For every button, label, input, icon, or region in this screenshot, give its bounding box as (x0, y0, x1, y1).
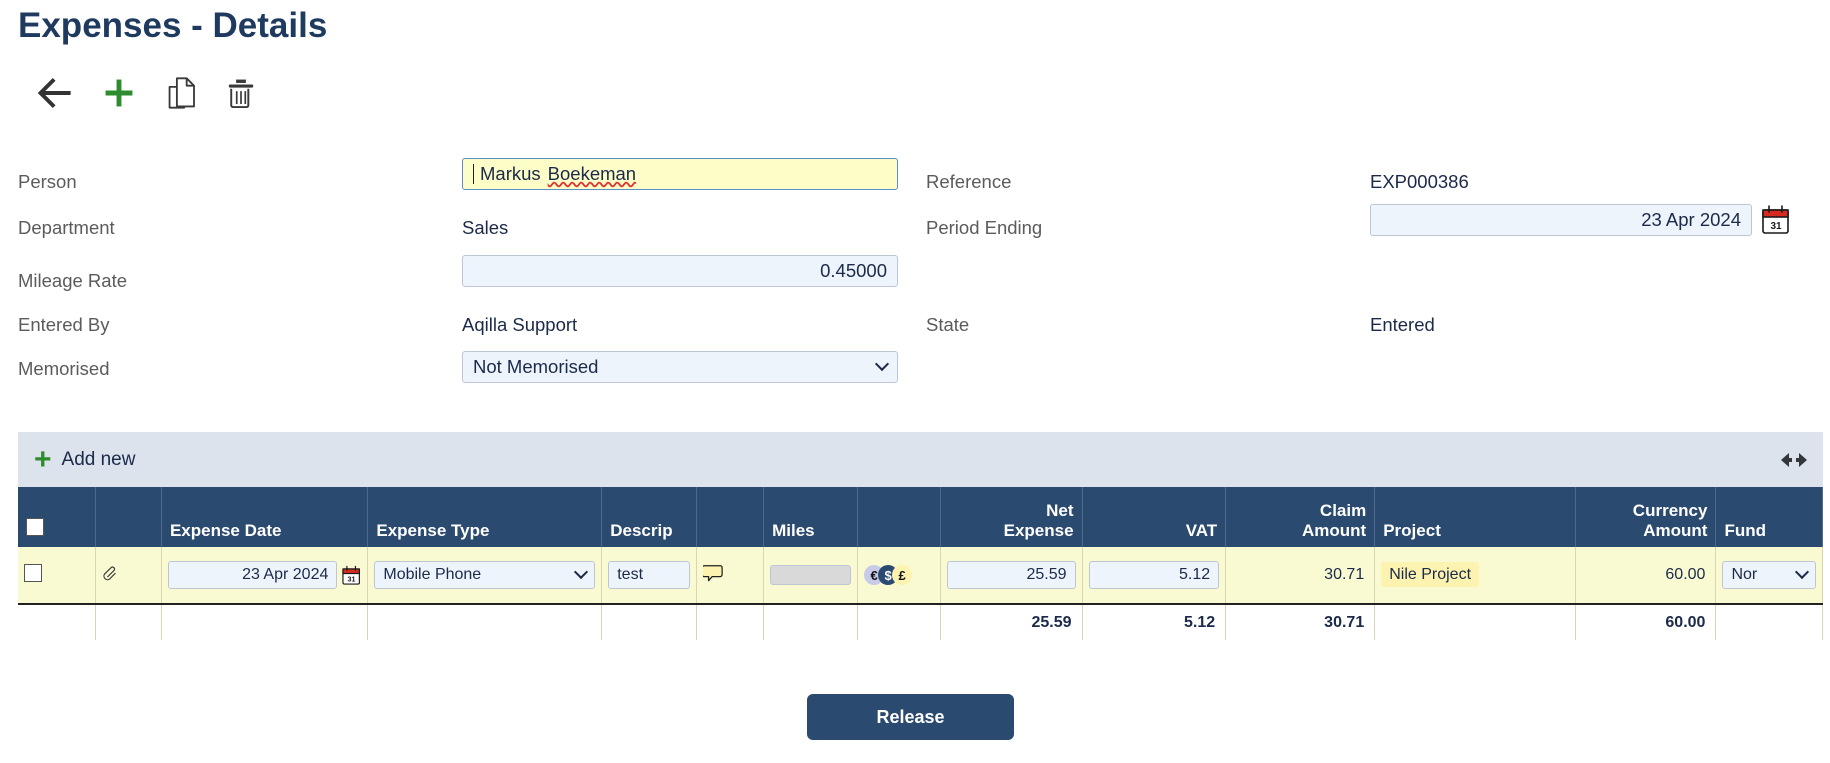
svg-text:31: 31 (348, 574, 356, 583)
svg-text:31: 31 (1770, 221, 1782, 232)
